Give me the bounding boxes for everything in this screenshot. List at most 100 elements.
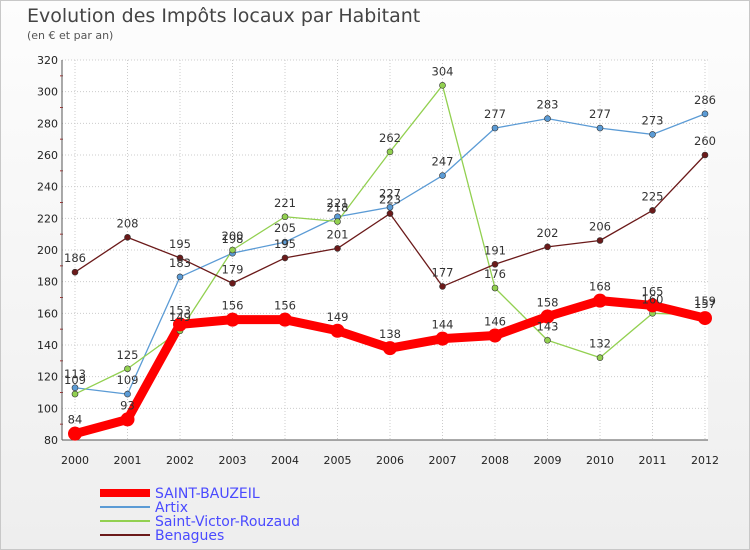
data-point xyxy=(281,213,289,221)
x-tick-label: 2006 xyxy=(376,454,404,467)
data-label: 221 xyxy=(274,196,296,210)
data-label: 132 xyxy=(589,337,611,351)
y-tick-label: 120 xyxy=(37,371,58,384)
legend-label: Artix xyxy=(155,500,188,516)
data-point xyxy=(176,273,184,281)
data-label: 277 xyxy=(589,107,611,121)
y-tick-label: 100 xyxy=(37,402,58,415)
data-label: 158 xyxy=(537,296,559,310)
data-label: 286 xyxy=(694,93,716,107)
data-point xyxy=(124,234,131,241)
chart-subtitle: (en € et par an) xyxy=(27,29,114,42)
legend-label: SAINT-BAUZEIL xyxy=(155,486,260,502)
data-point xyxy=(491,284,499,292)
data-label: 156 xyxy=(274,299,296,313)
x-tick-label: 2000 xyxy=(61,454,89,467)
data-label: 225 xyxy=(642,189,664,203)
x-tick-label: 2011 xyxy=(639,454,667,467)
data-label: 84 xyxy=(68,413,83,427)
data-point xyxy=(645,298,660,313)
data-point xyxy=(649,131,656,138)
data-label: 227 xyxy=(379,186,401,200)
data-point xyxy=(488,328,502,343)
data-point xyxy=(593,293,607,308)
chart-title: Evolution des Impôts locaux par Habitant xyxy=(27,5,421,27)
data-label: 283 xyxy=(537,98,559,112)
data-label: 205 xyxy=(274,221,296,235)
legend-label: Saint-Victor-Rouzaud xyxy=(155,514,300,530)
data-point xyxy=(701,151,709,159)
data-label: 223 xyxy=(379,193,401,207)
data-point xyxy=(544,115,551,122)
x-tick-label: 2001 xyxy=(114,454,142,467)
x-tick-label: 2002 xyxy=(166,454,194,467)
data-label: 153 xyxy=(169,303,191,317)
grid xyxy=(62,59,708,441)
x-tick-label: 2007 xyxy=(429,454,457,467)
y-tick-label: 300 xyxy=(37,86,58,99)
data-label: 176 xyxy=(484,267,506,281)
y-tick-label: 80 xyxy=(44,434,58,447)
data-label: 168 xyxy=(589,280,611,294)
data-point xyxy=(386,203,394,211)
data-label: 183 xyxy=(169,256,191,270)
data-label: 157 xyxy=(694,297,716,311)
data-point xyxy=(176,254,184,262)
data-point xyxy=(173,317,187,332)
data-point xyxy=(386,210,394,217)
data-label: 273 xyxy=(642,113,664,127)
data-label: 221 xyxy=(327,196,349,210)
data-point xyxy=(71,390,79,398)
data-point xyxy=(540,309,555,324)
data-label: 159 xyxy=(694,294,716,308)
data-label: 125 xyxy=(117,348,139,362)
data-label: 143 xyxy=(537,319,559,333)
x-tick-label: 2009 xyxy=(534,454,562,467)
data-point xyxy=(229,246,236,254)
data-point xyxy=(229,279,236,287)
data-point xyxy=(225,312,240,327)
data-point xyxy=(491,124,499,132)
data-label: 206 xyxy=(589,220,611,234)
data-point xyxy=(439,82,446,89)
data-label: 262 xyxy=(379,131,401,145)
data-point xyxy=(435,331,450,346)
axes: 80 100 120 140 160 180 200 220 240 260 280 300 320 20… xyxy=(37,54,719,467)
x-tick-label: 2004 xyxy=(271,454,299,467)
data-label: 201 xyxy=(327,227,349,241)
data-label: 304 xyxy=(432,64,454,78)
data-point xyxy=(71,384,79,392)
data-label: 165 xyxy=(642,284,664,298)
data-point xyxy=(330,323,345,338)
data-label: 146 xyxy=(484,315,506,329)
data-label: 93 xyxy=(120,398,135,412)
data-label: 144 xyxy=(432,318,454,332)
data-point xyxy=(439,172,446,179)
data-label: 160 xyxy=(642,292,664,306)
data-label: 195 xyxy=(169,237,191,251)
data-point xyxy=(68,426,82,441)
y-tick-label: 160 xyxy=(37,307,58,320)
legend-label: Benagues xyxy=(155,528,224,544)
data-label: 247 xyxy=(432,155,454,169)
data-label: 177 xyxy=(432,265,454,279)
data-label: 191 xyxy=(484,243,506,257)
data-label: 198 xyxy=(222,232,244,246)
data-point xyxy=(124,365,131,373)
y-tick-label: 240 xyxy=(37,181,58,194)
series-points xyxy=(68,82,712,441)
data-point xyxy=(334,218,341,225)
data-point xyxy=(596,237,604,244)
data-point xyxy=(281,254,289,262)
y-tick-label: 140 xyxy=(37,339,58,352)
data-point xyxy=(439,283,446,290)
data-label: 195 xyxy=(274,237,296,251)
data-point xyxy=(596,124,604,132)
data-label: 109 xyxy=(64,373,86,387)
y-tick-label: 320 xyxy=(37,54,58,67)
data-point xyxy=(120,412,135,427)
data-point xyxy=(383,341,397,356)
x-tick-label: 2010 xyxy=(586,454,614,467)
data-point xyxy=(544,243,551,251)
